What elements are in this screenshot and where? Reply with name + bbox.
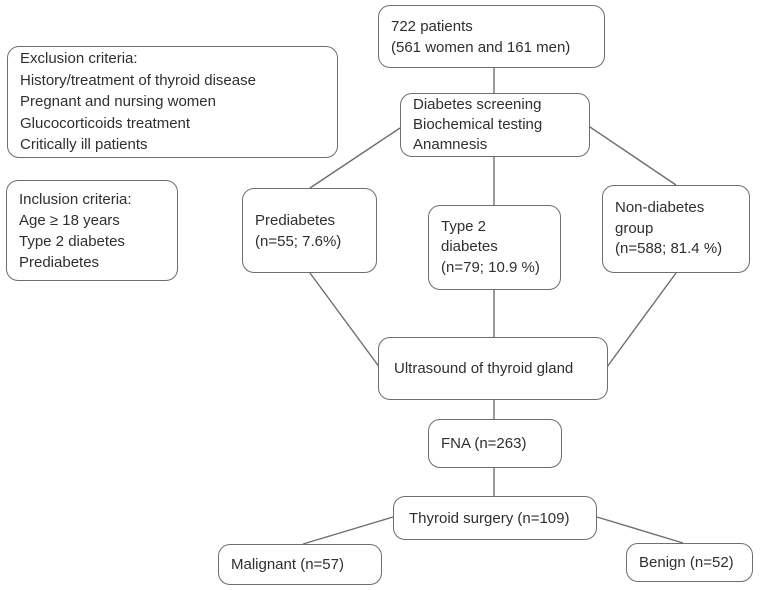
node-fna: FNA (n=263) <box>428 419 562 468</box>
exclusion-item: Pregnant and nursing women <box>20 93 216 111</box>
edge-prediabetes-ultrasound <box>309 272 381 369</box>
benign-label: Benign (n=52) <box>639 554 734 571</box>
ultrasound-label: Ultrasound of thyroid gland <box>394 360 574 377</box>
edge-surgery-benign <box>596 516 684 544</box>
type2-count: (n=79; 10.9 %) <box>441 258 540 276</box>
inclusion-title: Inclusion criteria: <box>19 190 132 208</box>
node-type2-diabetes-group: Type 2 diabetes (n=79; 10.9 %) <box>428 205 561 290</box>
exclusion-item: Critically ill patients <box>20 136 148 154</box>
node-patients: 722 patients (561 women and 161 men) <box>378 5 605 68</box>
inclusion-item: Prediabetes <box>19 253 100 271</box>
node-malignant: Malignant (n=57) <box>218 544 382 585</box>
screening-step: Anamnesis <box>413 136 488 153</box>
exclusion-item: History/treatment of thyroid disease <box>20 71 256 89</box>
surgery-label: Thyroid surgery (n=109) <box>409 509 570 527</box>
node-ultrasound: Ultrasound of thyroid gland <box>378 337 608 400</box>
nondiabetes-label: group <box>615 219 654 237</box>
node-non-diabetes-group: Non-diabetes group (n=588; 81.4 %) <box>602 185 750 273</box>
exclusion-title: Exclusion criteria: <box>20 50 138 68</box>
prediabetes-label: Prediabetes <box>255 211 336 229</box>
malignant-label: Malignant (n=57) <box>231 556 344 573</box>
node-prediabetes-group: Prediabetes (n=55; 7.6%) <box>242 188 377 273</box>
patients-gender-split: (561 women and 161 men) <box>391 38 571 56</box>
nondiabetes-count: (n=588; 81.4 %) <box>615 240 723 258</box>
node-diabetes-screening: Diabetes screening Biochemical testing A… <box>400 93 590 157</box>
fna-label: FNA (n=263) <box>441 435 527 452</box>
edge-screening-nondiabetes <box>589 126 677 186</box>
node-exclusion-criteria: Exclusion criteria: History/treatment of… <box>7 46 338 158</box>
screening-step: Biochemical testing <box>413 116 543 133</box>
exclusion-item: Glucocorticoids treatment <box>20 114 191 132</box>
node-benign: Benign (n=52) <box>626 543 753 582</box>
edge-screening-prediabetes <box>309 127 401 189</box>
edge-nondiabetes-ultrasound <box>606 272 677 368</box>
type2-label: Type 2 <box>441 217 487 235</box>
prediabetes-count: (n=55; 7.6%) <box>255 232 342 250</box>
patients-count: 722 patients <box>391 17 473 35</box>
type2-label: diabetes <box>441 238 498 256</box>
edge-surgery-malignant <box>302 516 394 545</box>
node-inclusion-criteria: Inclusion criteria: Age ≥ 18 years Type … <box>6 180 178 281</box>
inclusion-item: Type 2 diabetes <box>19 232 125 250</box>
node-thyroid-surgery: Thyroid surgery (n=109) <box>393 496 597 540</box>
nondiabetes-label: Non-diabetes <box>615 199 705 217</box>
screening-step: Diabetes screening <box>413 96 542 113</box>
inclusion-item: Age ≥ 18 years <box>19 211 120 229</box>
